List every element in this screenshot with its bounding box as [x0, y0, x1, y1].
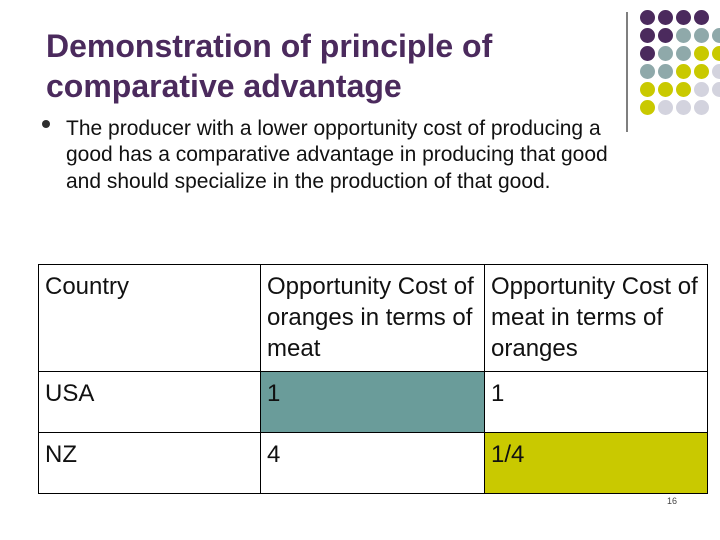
cell-usa-country: USA	[38, 371, 261, 433]
decorative-dot	[676, 100, 691, 115]
cell-nz-meat-cost: 1/4	[484, 432, 708, 494]
decorative-dot	[640, 28, 655, 43]
decorative-dot	[694, 82, 709, 97]
decorative-dot	[658, 82, 673, 97]
decorative-dot	[640, 64, 655, 79]
decorative-dot	[658, 100, 673, 115]
page-number: 16	[667, 496, 678, 506]
header-country: Country	[38, 264, 261, 372]
opportunity-cost-table: Country Opportunity Cost of oranges in t…	[38, 264, 708, 494]
decorative-dot	[694, 46, 709, 61]
decorative-dot	[676, 82, 691, 97]
cell-nz-country: NZ	[38, 432, 261, 494]
decorative-dot	[676, 64, 691, 79]
table-header-row: Country Opportunity Cost of oranges in t…	[38, 264, 708, 372]
decorative-dot	[640, 10, 655, 25]
slide-title-line-2: comparative advantage	[46, 68, 402, 104]
slide-title-line-1: Demonstration of principle of	[46, 28, 493, 64]
header-oranges-cost: Opportunity Cost of oranges in terms of …	[260, 264, 485, 372]
slide-title: Demonstration of principle of comparativ…	[46, 26, 606, 106]
decorative-dot	[712, 28, 720, 43]
bullet-text: The producer with a lower opportunity co…	[66, 117, 608, 193]
decorative-dot	[676, 28, 691, 43]
decorative-dot	[658, 28, 673, 43]
decorative-dot	[694, 100, 709, 115]
decorative-dot	[676, 10, 691, 25]
decorative-dot-grid	[640, 10, 720, 116]
decorative-dot	[640, 46, 655, 61]
decorative-dot	[712, 10, 720, 25]
header-meat-cost: Opportunity Cost of meat in terms of ora…	[484, 264, 708, 372]
bullet-icon	[42, 120, 50, 128]
decorative-dot	[694, 64, 709, 79]
cell-usa-oranges-cost: 1	[260, 371, 485, 433]
decorative-dot	[712, 64, 720, 79]
decorative-dot	[712, 100, 720, 115]
decorative-dot	[694, 28, 709, 43]
decorative-dot	[658, 64, 673, 79]
decorative-dot	[658, 46, 673, 61]
decorative-dot	[712, 82, 720, 97]
table-row-usa: USA 1 1	[38, 371, 708, 433]
decorative-dot	[658, 10, 673, 25]
table-row-nz: NZ 4 1/4	[38, 432, 708, 494]
cell-usa-meat-cost: 1	[484, 371, 708, 433]
decorative-dot	[640, 82, 655, 97]
decorative-divider	[626, 12, 628, 132]
cell-nz-oranges-cost: 4	[260, 432, 485, 494]
decorative-dot	[694, 10, 709, 25]
decorative-dot	[712, 46, 720, 61]
decorative-dot	[676, 46, 691, 61]
decorative-dot	[640, 100, 655, 115]
